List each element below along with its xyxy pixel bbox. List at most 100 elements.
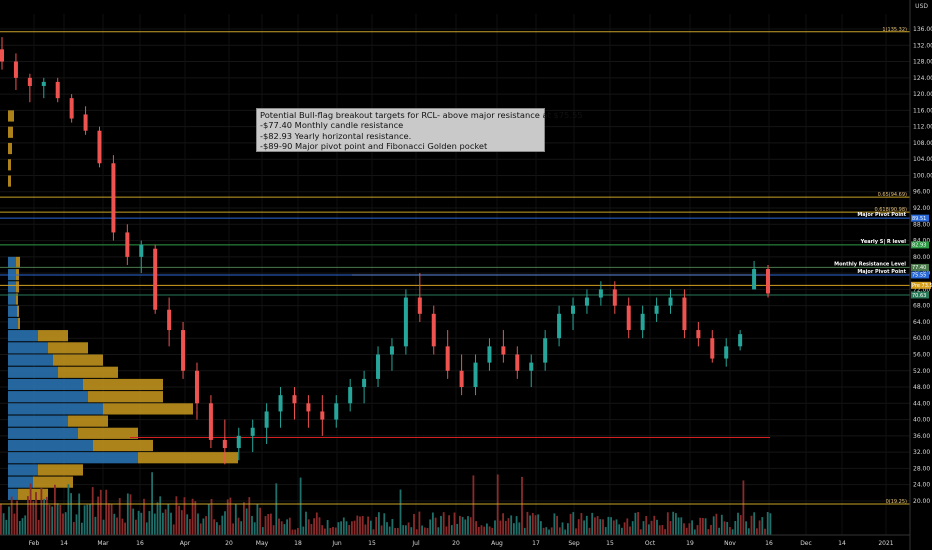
volume-bar <box>264 516 267 535</box>
volume-bar <box>761 517 764 535</box>
x-tick-label: Feb <box>29 540 40 547</box>
candle-body <box>612 289 617 306</box>
volume-bar <box>48 504 51 535</box>
volume-bar <box>710 524 712 535</box>
y-tick-label: 32.00 <box>913 449 930 456</box>
volume-bar <box>224 511 226 535</box>
volume-bar <box>756 528 758 535</box>
volume-bar <box>739 515 742 535</box>
volume-bar <box>302 526 305 535</box>
candle-body <box>264 411 269 428</box>
volume-bar <box>226 499 229 535</box>
volume-profile-sell <box>8 110 14 122</box>
volume-bar <box>691 520 693 535</box>
price-tag-bg <box>911 291 929 299</box>
volume-bar <box>70 493 72 535</box>
volume-bar <box>764 528 766 535</box>
volume-bar <box>275 483 278 535</box>
annotation-line: -$77.40 Monthly candle resistance <box>260 120 404 131</box>
volume-profile-buy <box>8 488 18 500</box>
candle-body <box>515 354 520 371</box>
volume-bar <box>8 506 10 535</box>
annotation-box[interactable]: Potential Bull-flag breakout targets for… <box>256 108 583 152</box>
x-tick-label: 19 <box>686 540 694 547</box>
level-label: Major Pivot Point <box>857 269 906 275</box>
volume-profile-buy <box>8 293 16 305</box>
volume-bar <box>135 519 137 535</box>
y-tick-label: 68.00 <box>913 303 930 310</box>
volume-bar <box>758 520 761 535</box>
volume-profile-buy <box>8 305 17 317</box>
volume-bar <box>307 519 310 535</box>
volume-bar <box>342 517 345 535</box>
volume-bar <box>494 520 496 535</box>
volume-bar <box>521 476 523 535</box>
volume-bar <box>742 480 745 535</box>
candle-body <box>571 305 576 314</box>
volume-bar <box>432 512 434 535</box>
volume-bar <box>480 525 483 535</box>
volume-bar <box>729 527 731 535</box>
x-tick-label: Jul <box>411 540 420 547</box>
x-tick-label: 14 <box>60 540 68 547</box>
volume-bar <box>329 527 332 535</box>
volume-bar <box>491 527 494 535</box>
candle-body <box>97 130 102 164</box>
volume-bar <box>243 502 245 535</box>
volume-bar <box>45 496 48 535</box>
level-lines: 1(135.32) 0.65(94.69) 0.618(90.98) 0(19.25)… <box>0 27 910 505</box>
volume-profile-sell <box>138 452 238 464</box>
volume-bar <box>459 515 461 535</box>
volume-bar <box>159 496 162 535</box>
volume-bar <box>472 475 475 535</box>
volume-bar <box>518 522 521 535</box>
volume-bar <box>126 493 129 535</box>
volume-bar <box>253 522 256 535</box>
volume-bar <box>467 516 469 535</box>
volume-profile-buy <box>8 464 38 476</box>
volume-bar <box>737 512 739 535</box>
volume-bar <box>191 498 194 535</box>
volume-bar <box>369 520 372 535</box>
y-tick-label: 120.00 <box>913 91 932 98</box>
volume-bar <box>143 498 145 535</box>
candle-body <box>83 114 88 131</box>
volume-bar <box>180 510 183 535</box>
volume-bar <box>132 508 135 535</box>
x-tick-label: 16 <box>765 540 773 547</box>
volume-bar <box>64 512 67 535</box>
x-tick-label: Mar <box>97 540 109 547</box>
y-tick-label: 52.00 <box>913 368 930 375</box>
volume-bar <box>666 512 669 535</box>
volume-bar <box>194 501 197 535</box>
volume-bar <box>83 505 86 535</box>
volume-bar <box>32 501 35 535</box>
volume-bar <box>558 527 561 535</box>
volume-profile-sell <box>16 281 19 293</box>
volume-bar <box>507 518 510 535</box>
volume-profile-buy <box>8 281 16 293</box>
volume-bar <box>245 508 248 535</box>
volume-bar <box>661 524 664 535</box>
volume-bar <box>240 521 243 535</box>
volume-bar <box>572 512 575 535</box>
volume-bar <box>334 527 337 535</box>
volume-bar <box>718 527 720 535</box>
volume-bar <box>24 515 27 535</box>
volume-bar <box>542 527 545 535</box>
y-tick-label: 100.00 <box>913 172 932 179</box>
volume-bar <box>440 515 442 535</box>
x-tick-label: Dec <box>800 540 812 547</box>
volume-profile-sell <box>38 330 68 342</box>
volume-bar <box>324 528 326 535</box>
volume-bar <box>399 489 402 535</box>
volume-bar <box>394 527 396 535</box>
volume-bar <box>502 513 504 535</box>
volume-bar <box>577 519 580 535</box>
volume-bar <box>602 519 604 535</box>
volume-bar <box>21 518 24 535</box>
volume-bar <box>599 519 602 535</box>
volume-bar <box>469 517 472 535</box>
volume-bar <box>429 519 432 535</box>
